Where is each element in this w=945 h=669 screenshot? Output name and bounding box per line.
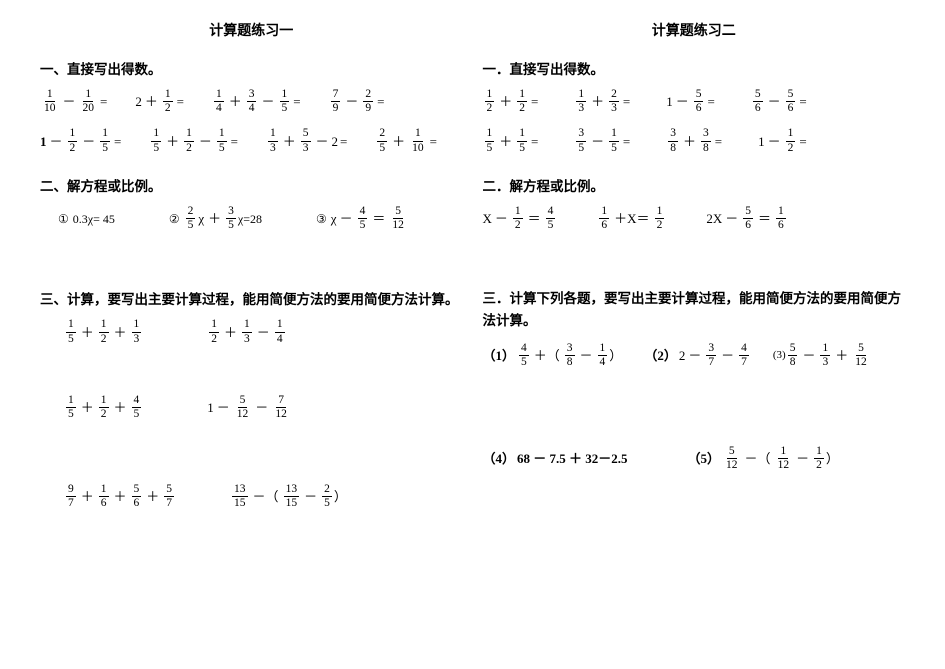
- right-s1-head: 一．直接写出得数。: [483, 58, 906, 78]
- left-s1-head: 一、直接写出得数。: [40, 58, 463, 78]
- spacer: [40, 244, 463, 280]
- expr: 25 ＋ 110 =: [375, 127, 439, 154]
- left-s3-row3: 97 ＋ 16 ＋ 56 ＋ 57 1315 －（ 1315 － 25 ）: [40, 483, 463, 510]
- expr: 15 ＋ 15 =: [483, 127, 541, 154]
- left-s2-head: 二、解方程或比例。: [40, 175, 463, 195]
- expr: 16 ＋X＝ 12: [597, 205, 666, 232]
- left-s3-row2: 15 ＋ 12 ＋ 45 1 － 512 － 712: [40, 394, 463, 421]
- expr: 14 ＋ 34 － 15 =: [212, 88, 303, 115]
- right-s1-row1: 12 ＋ 12 = 13 ＋ 23 = 1 － 56 = 56 － 56 =: [483, 88, 906, 115]
- expr: 1315 －（ 1315 － 25 ）: [230, 483, 347, 510]
- expr: 12 ＋ 13 － 14: [207, 318, 286, 345]
- expr: 2 X － 56 ＝ 16: [706, 205, 787, 232]
- left-s1-row1: 110 － 120 = 2 ＋ 12 = 14 ＋ 34 － 15 = 79: [40, 88, 463, 115]
- expr: （5） 512 －（ 112 － 12 ）: [688, 445, 839, 472]
- expr: 1 － 12 =: [758, 127, 809, 154]
- expr: 1 － 56 =: [666, 88, 717, 115]
- expr: 12 ＋ 12 =: [483, 88, 541, 115]
- left-s3-head: 三、计算，要写出主要计算过程，能用简便方法的要用简便方法计算。: [40, 288, 463, 308]
- left-title: 计算题练习一: [40, 20, 463, 40]
- left-column: 计算题练习一 一、直接写出得数。 110 － 120 = 2 ＋ 12 = 14…: [30, 20, 473, 659]
- expr: 15 ＋ 12 － 15 =: [149, 127, 240, 154]
- expr: 13 ＋ 53 － 2 =: [266, 127, 349, 154]
- expr: 1 － 512 － 712: [207, 394, 291, 421]
- left-s3-row1: 15 ＋ 12 ＋ 13 12 ＋ 13 － 14: [40, 318, 463, 345]
- expr: 1 － 12 － 15 =: [40, 127, 123, 154]
- right-s3-row2: （4） 68 － 7.5 ＋ 32－2.5 （5） 512 －（ 112 － 1…: [483, 445, 906, 472]
- expr: 79 － 29 =: [329, 88, 387, 115]
- expr: (3) 58 － 13 ＋ 512: [773, 342, 871, 369]
- spacer: [483, 431, 906, 445]
- right-s1-row2: 15 ＋ 15 = 35 － 15 = 38 ＋ 38 = 1 － 12 =: [483, 127, 906, 154]
- expr: 15 ＋ 12 ＋ 45: [64, 394, 143, 421]
- expr: 13 ＋ 23 =: [574, 88, 632, 115]
- spacer: [483, 381, 906, 431]
- expr: 38 ＋ 38 =: [666, 127, 724, 154]
- right-s3-head: 三．计算下列各题，要写出主要计算过程，能用简便方法的要用简便方法计算。: [483, 288, 906, 331]
- spacer: [40, 358, 463, 394]
- right-column: 计算题练习二 一．直接写出得数。 12 ＋ 12 = 13 ＋ 23 = 1 －…: [473, 20, 916, 659]
- expr: 110 － 120 =: [40, 88, 109, 115]
- expr: （2） 2 － 37 － 47: [644, 342, 751, 369]
- expr: 56 － 56 =: [751, 88, 809, 115]
- right-s2-row: X － 12 ＝ 45 16 ＋X＝ 12 2 X － 56 ＝ 16: [483, 205, 906, 232]
- expr: （1） 45 ＋（ 38 － 14 ）: [483, 342, 623, 369]
- expr: ② 25 χ ＋ 35 χ =28: [169, 205, 262, 232]
- spacer: [483, 244, 906, 280]
- spacer: [40, 433, 463, 483]
- expr: 35 － 15 =: [574, 127, 632, 154]
- expr: ③ χ － 45 ＝ 512: [316, 205, 408, 232]
- right-title: 计算题练习二: [483, 20, 906, 40]
- expr: ① 0.3χ= 45: [58, 213, 115, 225]
- left-s2-row: ① 0.3χ= 45 ② 25 χ ＋ 35 χ =28 ③ χ － 45 ＝ …: [40, 205, 463, 232]
- right-s3-row1: （1） 45 ＋（ 38 － 14 ） （2） 2 － 37 － 47 (3) …: [483, 342, 906, 369]
- expr: 2 ＋ 12 =: [135, 88, 186, 115]
- page: 计算题练习一 一、直接写出得数。 110 － 120 = 2 ＋ 12 = 14…: [0, 0, 945, 669]
- right-s2-head: 二．解方程或比例。: [483, 175, 906, 195]
- expr: X － 12 ＝ 45: [483, 205, 558, 232]
- expr: 97 ＋ 16 ＋ 56 ＋ 57: [64, 483, 176, 510]
- expr: （4） 68 － 7.5 ＋ 32－2.5: [483, 452, 628, 465]
- expr: 15 ＋ 12 ＋ 13: [64, 318, 143, 345]
- left-s1-row2: 1 － 12 － 15 = 15 ＋ 12 － 15 = 13 ＋ 53 － 2: [40, 127, 463, 154]
